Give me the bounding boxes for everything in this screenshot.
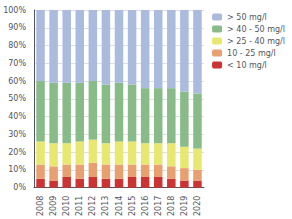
svg-text:2014: 2014 bbox=[115, 196, 124, 216]
svg-text:2017: 2017 bbox=[154, 196, 163, 216]
svg-text:> 25 - 40 mg/l: > 25 - 40 mg/l bbox=[227, 37, 285, 46]
svg-text:2015: 2015 bbox=[128, 196, 137, 216]
svg-text:2009: 2009 bbox=[49, 196, 58, 216]
svg-text:> 40 - 50 mg/l: > 40 - 50 mg/l bbox=[227, 25, 285, 34]
svg-text:80%: 80% bbox=[8, 41, 26, 50]
svg-text:10 - 25 mg/l: 10 - 25 mg/l bbox=[227, 49, 276, 58]
svg-text:2020: 2020 bbox=[193, 196, 202, 216]
svg-text:30%: 30% bbox=[8, 130, 26, 139]
svg-text:2008: 2008 bbox=[36, 196, 45, 216]
svg-text:2011: 2011 bbox=[75, 196, 84, 216]
svg-text:< 10 mg/l: < 10 mg/l bbox=[227, 61, 267, 70]
svg-text:40%: 40% bbox=[8, 112, 26, 121]
svg-text:2016: 2016 bbox=[141, 196, 150, 216]
svg-text:> 50 mg/l: > 50 mg/l bbox=[227, 13, 267, 22]
svg-text:2018: 2018 bbox=[167, 196, 176, 216]
svg-text:2012: 2012 bbox=[88, 196, 97, 216]
svg-text:60%: 60% bbox=[8, 77, 26, 86]
svg-text:10%: 10% bbox=[8, 165, 26, 174]
svg-text:90%: 90% bbox=[8, 23, 26, 32]
svg-text:2010: 2010 bbox=[62, 196, 71, 216]
svg-text:2019: 2019 bbox=[180, 196, 189, 216]
svg-text:50%: 50% bbox=[8, 94, 26, 103]
svg-text:2013: 2013 bbox=[101, 196, 110, 216]
svg-text:100%: 100% bbox=[3, 6, 26, 15]
svg-text:0%: 0% bbox=[13, 183, 26, 192]
svg-text:20%: 20% bbox=[8, 148, 26, 157]
svg-text:70%: 70% bbox=[8, 59, 26, 68]
